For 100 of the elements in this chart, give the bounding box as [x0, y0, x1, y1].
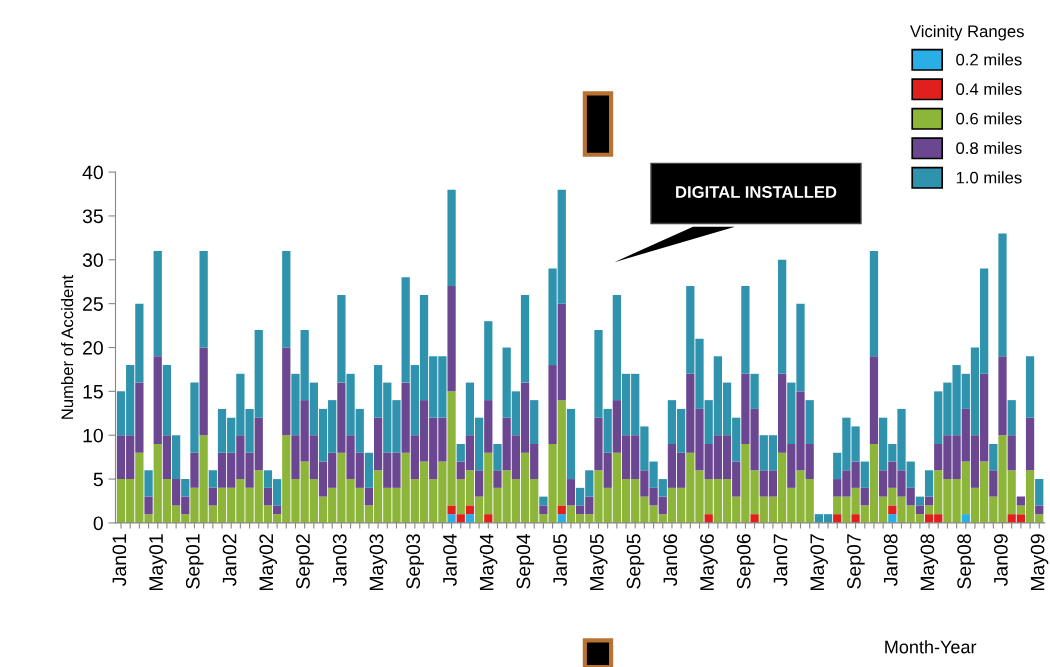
bar	[1035, 479, 1044, 506]
bar	[1025, 417, 1035, 471]
bar	[998, 356, 1007, 436]
legend-label: 0.4 miles	[956, 82, 1022, 96]
bar	[493, 470, 502, 488]
bar	[144, 470, 153, 497]
bar	[539, 496, 548, 506]
x-tick-label: Jan08	[883, 534, 898, 587]
bar	[190, 452, 199, 488]
bar	[484, 321, 493, 401]
bar	[915, 505, 924, 515]
bar	[1007, 435, 1016, 471]
bar	[493, 443, 502, 471]
bar	[199, 347, 208, 436]
bar	[190, 382, 199, 453]
bar	[924, 470, 934, 497]
bar	[520, 294, 530, 383]
bar	[1007, 400, 1016, 436]
bar	[282, 251, 291, 348]
bar	[364, 452, 374, 488]
x-tick-label: Sep05	[626, 534, 645, 589]
x-tick-label: Jan05	[553, 534, 567, 587]
bar	[1025, 356, 1035, 418]
bar	[162, 365, 172, 436]
bar	[851, 514, 860, 523]
y-tick-label: 20	[83, 340, 103, 355]
bar	[566, 408, 576, 480]
legend-label: 1.0 miles	[956, 171, 1022, 184]
bar	[447, 189, 456, 287]
x-tick-label: Sep06	[736, 534, 755, 589]
bar	[263, 487, 273, 506]
bar	[208, 470, 217, 488]
bar	[557, 505, 566, 515]
bar	[750, 514, 759, 523]
bar	[530, 400, 539, 444]
bar	[465, 505, 475, 515]
x-tick-label: May08	[920, 534, 939, 591]
bar	[778, 259, 787, 374]
x-tick-label: Jan02	[222, 534, 237, 587]
x-tick-label: Jan09	[993, 534, 1008, 587]
bar	[199, 251, 208, 348]
bar	[447, 286, 456, 392]
x-tick-label: Jan01	[112, 534, 127, 587]
y-tick-label: 5	[93, 472, 103, 487]
bar	[869, 251, 879, 357]
x-tick-label: May05	[589, 534, 608, 591]
legend-label: 0.2 miles	[956, 53, 1022, 66]
x-tick-label: May01	[149, 534, 167, 591]
legend-label: 0.6 miles	[956, 112, 1022, 125]
bar	[447, 505, 456, 515]
bar	[364, 487, 374, 506]
y-tick-label: 35	[82, 209, 103, 224]
bar	[860, 487, 869, 506]
x-tick-label: Jan03	[332, 534, 347, 587]
bar	[998, 233, 1007, 357]
legend-label: 0.8 miles	[956, 141, 1022, 155]
y-tick-label: 30	[82, 253, 103, 268]
bar	[860, 461, 869, 488]
bar	[484, 400, 493, 453]
bar	[566, 479, 576, 506]
x-tick-label: May09	[1030, 534, 1049, 591]
y-tick-label: 40	[82, 165, 103, 180]
y-tick-label: 25	[83, 297, 103, 311]
bar	[1035, 505, 1044, 515]
bar	[989, 443, 998, 471]
bar	[456, 443, 465, 462]
bar	[750, 373, 759, 409]
x-tick-label: May04	[479, 533, 498, 591]
bar	[282, 347, 291, 436]
bar	[181, 479, 190, 497]
bar	[208, 487, 217, 506]
y-tick-label: 0	[93, 516, 103, 531]
bar	[171, 435, 181, 480]
x-tick-label: Sep07	[847, 534, 865, 589]
x-tick-label: May02	[259, 534, 277, 591]
annotation: DIGITAL INSTALLED	[676, 186, 837, 198]
x-tick-label: May06	[700, 534, 718, 591]
y-axis-title: Number of Accident	[60, 274, 74, 419]
x-tick-label: May07	[810, 534, 828, 591]
y-tick-label: 10	[83, 428, 103, 443]
legend-title: Vicinity Ranges	[910, 25, 1024, 41]
bar	[272, 505, 282, 515]
x-tick-label: Sep01	[185, 534, 204, 589]
bar	[805, 400, 814, 444]
bar	[474, 470, 484, 497]
x-tick-label: Jan07	[773, 534, 788, 587]
y-tick-label: 15	[83, 385, 103, 399]
bar	[447, 514, 456, 523]
x-tick-label: Sep03	[406, 534, 424, 589]
x-tick-label: May03	[369, 534, 388, 591]
x-tick-label: Jan04	[443, 533, 457, 587]
x-tick-label: Sep02	[296, 534, 314, 589]
bar	[888, 505, 897, 515]
x-tick-label: Jan06	[663, 534, 678, 587]
x-tick-label: Sep08	[957, 534, 975, 589]
bar	[869, 356, 879, 444]
bar	[539, 505, 548, 515]
bar	[989, 470, 998, 497]
bar	[144, 496, 153, 515]
x-tick-label: Sep04	[516, 533, 535, 589]
